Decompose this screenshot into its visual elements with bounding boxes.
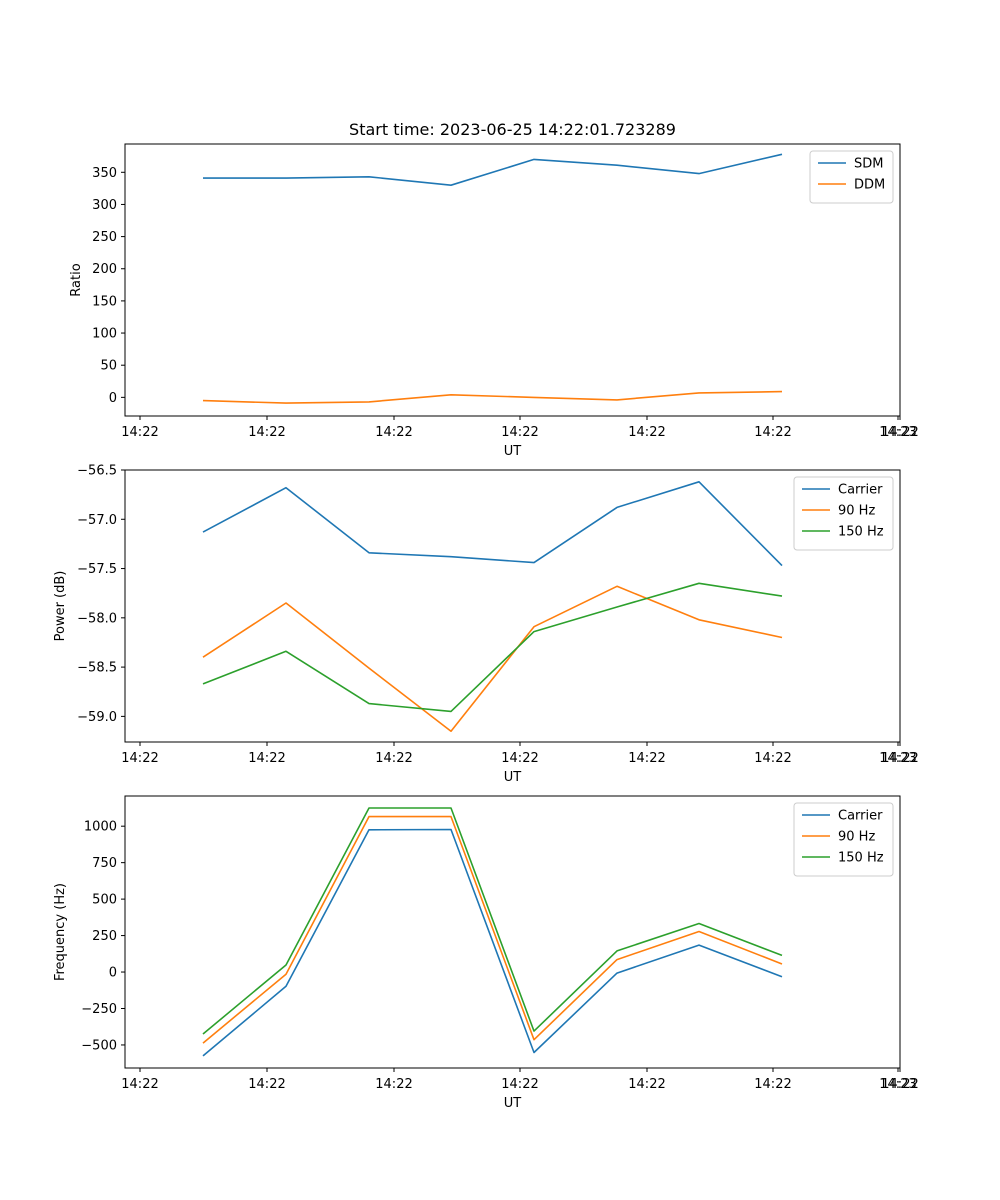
legend-entry: 90 Hz — [838, 504, 875, 519]
x-tick-label: 14:22 — [121, 751, 158, 766]
legend-entry: DDM — [854, 178, 885, 193]
plot-frame — [124, 795, 901, 1069]
x-tick-label: 14:22 — [248, 1077, 285, 1092]
legend-box — [809, 150, 894, 204]
y-tick-label: 150 — [92, 294, 117, 309]
legend-entry: SDM — [854, 157, 883, 172]
x-tick-label: 14:22 — [628, 1077, 665, 1092]
y-tick-label: 250 — [92, 929, 117, 944]
x-tick-label: 14:22 — [375, 751, 412, 766]
x-tick-label: 14:22 — [628, 425, 665, 440]
x-axis-label: UT — [504, 444, 522, 459]
x-tick-label: 14:23 — [879, 425, 916, 440]
plot-frame — [124, 469, 901, 743]
y-tick-label: 250 — [92, 230, 117, 245]
y-tick-label: 100 — [92, 327, 117, 342]
x-tick-label: 14:22 — [248, 425, 285, 440]
y-axis-label: Frequency (Hz) — [53, 883, 68, 981]
x-tick-label: 14:22 — [881, 425, 918, 440]
x-axis-label: UT — [504, 1096, 522, 1111]
y-tick-label: −250 — [81, 1002, 117, 1017]
y-tick-label: 200 — [92, 262, 117, 277]
x-tick-label: 14:22 — [375, 425, 412, 440]
chart-panel-2: 14:22 14:22 14:22 14:22 14:22 14:22 14:2214:23… — [53, 464, 919, 786]
x-tick-label: 14:22 — [754, 425, 791, 440]
y-tick-label: −59.0 — [77, 710, 117, 725]
legend-entry: 150 Hz — [838, 851, 884, 866]
plot-frame — [124, 143, 901, 417]
series-line-150-hz — [202, 807, 783, 1035]
y-tick-label: −56.5 — [77, 464, 117, 479]
legend-entry: 90 Hz — [838, 830, 875, 845]
x-tick-label: 14:22 — [754, 751, 791, 766]
series-line-carrier — [202, 480, 783, 567]
series-line-carrier — [202, 828, 783, 1057]
legend: Carrier 90 Hz 150 Hz — [793, 802, 894, 877]
y-tick-label: 1000 — [84, 820, 117, 835]
x-tick-label: 14:22 — [121, 425, 158, 440]
x-tick-label: 14:22 — [881, 751, 918, 766]
y-tick-label: 0 — [109, 966, 117, 981]
series-line-90-hz — [202, 815, 783, 1044]
legend-entry: Carrier — [838, 809, 883, 824]
y-tick-label: 50 — [100, 359, 117, 374]
x-tick-label: 14:22 — [248, 751, 285, 766]
x-tick-label: 14:22 — [501, 425, 538, 440]
y-axis-label: Power (dB) — [53, 571, 68, 642]
legend: SDM DDM — [809, 150, 894, 204]
y-tick-label: 0 — [109, 391, 117, 406]
x-tick-label: 14:23 — [879, 751, 916, 766]
y-tick-label: −57.0 — [77, 513, 117, 528]
legend-entry: Carrier — [838, 483, 883, 498]
y-tick-label: −58.0 — [77, 611, 117, 626]
series-line-sdm — [203, 153, 783, 186]
x-tick-label: 14:23 — [879, 1077, 916, 1092]
chart-title: Start time: 2023-06-25 14:22:01.723289 — [349, 120, 676, 139]
chart-panel-1: Start time: 2023-06-25 14:22:01.723289 14… — [69, 120, 919, 459]
chart-panel-3: 14:22 14:22 14:22 14:22 14:22 14:22 14:2214:23… — [53, 795, 919, 1111]
x-tick-label: 14:22 — [375, 1077, 412, 1092]
y-tick-label: −57.5 — [77, 562, 117, 577]
x-tick-label: 14:22 — [754, 1077, 791, 1092]
x-tick-label: 14:22 — [881, 1077, 918, 1092]
y-tick-label: 500 — [92, 893, 117, 908]
x-tick-label: 14:22 — [121, 1077, 158, 1092]
y-tick-label: 350 — [92, 166, 117, 181]
x-tick-label: 14:22 — [628, 751, 665, 766]
y-tick-label: 300 — [92, 198, 117, 213]
x-tick-label: 14:22 — [501, 1077, 538, 1092]
legend-entry: 150 Hz — [838, 525, 884, 540]
x-axis-label: UT — [504, 770, 522, 785]
y-axis-label: Ratio — [69, 263, 84, 296]
x-tick-label: 14:22 — [501, 751, 538, 766]
series-line-90-hz — [202, 585, 783, 733]
y-tick-label: 750 — [92, 856, 117, 871]
y-tick-label: −500 — [81, 1038, 117, 1053]
y-tick-label: −58.5 — [77, 661, 117, 676]
series-line-ddm — [202, 390, 783, 404]
legend: Carrier 90 Hz 150 Hz — [793, 476, 894, 551]
series-line-150-hz — [202, 582, 783, 713]
